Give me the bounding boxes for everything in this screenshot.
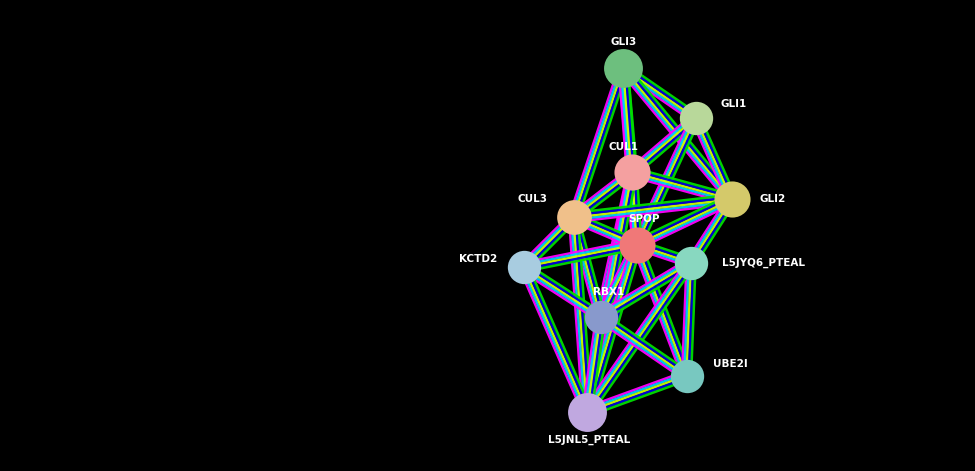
Point bbox=[579, 408, 595, 415]
Text: KCTD2: KCTD2 bbox=[459, 254, 497, 264]
Point bbox=[687, 114, 703, 122]
Text: L5JYQ6_PTEAL: L5JYQ6_PTEAL bbox=[722, 258, 805, 268]
Point bbox=[593, 313, 608, 321]
Text: CUL1: CUL1 bbox=[608, 142, 639, 152]
Text: CUL3: CUL3 bbox=[518, 195, 547, 204]
Text: L5JNL5_PTEAL: L5JNL5_PTEAL bbox=[548, 435, 631, 445]
Point bbox=[625, 169, 641, 176]
Point bbox=[516, 263, 531, 271]
Point bbox=[566, 214, 581, 221]
Point bbox=[629, 241, 644, 248]
Text: RBX1: RBX1 bbox=[593, 287, 624, 297]
Point bbox=[724, 195, 740, 203]
Point bbox=[679, 372, 694, 380]
Point bbox=[683, 259, 699, 267]
Text: GLI3: GLI3 bbox=[610, 37, 637, 48]
Text: SPOP: SPOP bbox=[628, 214, 659, 224]
Text: UBE2I: UBE2I bbox=[713, 359, 748, 369]
Point bbox=[615, 65, 631, 72]
Text: GLI2: GLI2 bbox=[760, 195, 786, 204]
Text: GLI1: GLI1 bbox=[721, 99, 747, 109]
